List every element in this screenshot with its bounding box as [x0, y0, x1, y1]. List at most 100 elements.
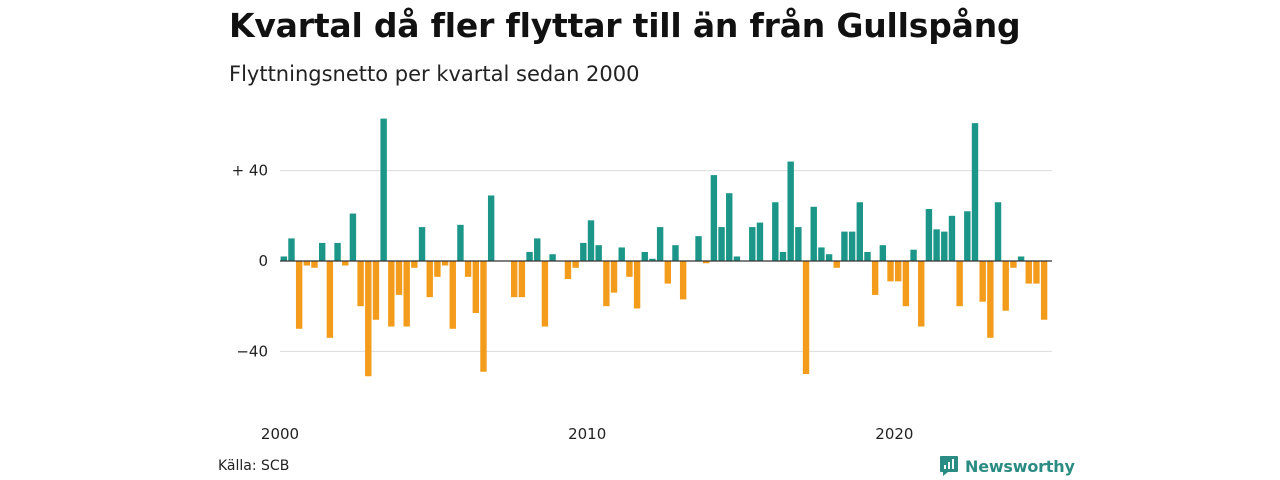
bar: [941, 231, 948, 261]
bar: [295, 261, 303, 329]
bar: [933, 229, 940, 261]
bar: [572, 261, 579, 268]
bar: [357, 261, 364, 307]
bar: [342, 261, 349, 266]
bar: [480, 261, 487, 372]
y-tick-label: 0: [258, 252, 268, 270]
bar: [487, 195, 495, 261]
bar: [610, 261, 618, 293]
bar: [964, 211, 971, 261]
bar: [856, 202, 863, 261]
source-note: Källa: SCB: [218, 458, 290, 474]
x-tick-label: 2000: [261, 425, 299, 443]
chart-subtitle: Flyttningsnetto per kvartal sedan 2000: [229, 62, 640, 86]
bar: [848, 231, 856, 261]
grid-layer: [280, 170, 1052, 352]
bar: [418, 227, 426, 261]
bar: [1002, 261, 1009, 311]
bar: [895, 261, 902, 282]
bar: [434, 261, 441, 277]
bar: [833, 261, 840, 268]
bar: [772, 202, 779, 261]
bar: [749, 227, 756, 261]
bar: [449, 261, 456, 329]
bar: [825, 254, 833, 261]
bar: [979, 261, 986, 302]
bar: [564, 261, 572, 280]
bar: [326, 261, 334, 338]
bar: [1025, 261, 1032, 284]
bar: [864, 251, 871, 261]
bar: [411, 261, 418, 268]
x-tick-label: 2020: [875, 425, 913, 443]
bar: [280, 256, 287, 261]
bar: [380, 118, 387, 262]
bar: [464, 261, 472, 277]
bar: [395, 261, 403, 295]
bar: [910, 249, 917, 261]
bar: [948, 215, 956, 261]
bar: [672, 245, 679, 261]
bar: [679, 261, 687, 300]
bar: [626, 261, 633, 277]
bar: [956, 261, 963, 307]
bar: [633, 261, 641, 309]
bar: [649, 258, 656, 261]
bar: [426, 261, 433, 298]
bar: [918, 261, 925, 327]
bar-layer: [280, 118, 1048, 377]
bar: [818, 247, 825, 261]
bar: [541, 261, 549, 327]
bar: [695, 236, 702, 261]
bar: [603, 261, 610, 307]
bar: [779, 251, 787, 261]
axis-layer: + 40 0 −40 2000 2010 2020: [232, 162, 1052, 443]
bar: [1033, 261, 1040, 284]
bar: [618, 247, 625, 261]
x-tick-label: 2010: [568, 425, 606, 443]
bar: [549, 254, 556, 261]
bar: [971, 123, 979, 261]
bar: [664, 261, 671, 284]
bar: [733, 256, 741, 261]
bar: [472, 261, 479, 313]
bar: [403, 261, 410, 327]
bar: [311, 261, 318, 268]
bar: [925, 209, 933, 261]
newsworthy-logo-icon: [940, 456, 958, 476]
bar: [987, 261, 994, 338]
bar: [710, 175, 718, 261]
bar: [388, 261, 395, 327]
bar: [810, 206, 817, 261]
bar: [518, 261, 526, 298]
bar: [756, 222, 764, 261]
bar: [887, 261, 894, 282]
chart-title: Kvartal då fler flyttar till än från Gul…: [229, 6, 1021, 45]
bar: [511, 261, 518, 298]
bar: [1010, 261, 1017, 268]
bar: [457, 224, 464, 261]
bar: [441, 261, 449, 266]
y-tick-label: + 40: [232, 162, 268, 180]
bar: [534, 238, 541, 261]
bar: [303, 261, 311, 266]
bar: [319, 242, 326, 261]
bar: [1017, 256, 1025, 261]
bar: [365, 261, 372, 377]
bar: [580, 242, 587, 261]
bar: [641, 251, 648, 261]
bar: [703, 261, 710, 264]
bar: [802, 261, 810, 374]
bar: [656, 227, 664, 261]
brand-logo[interactable]: Newsworthy: [939, 455, 1075, 477]
y-tick-label: −40: [236, 342, 268, 360]
brand-name: Newsworthy: [965, 456, 1075, 476]
bar: [718, 227, 725, 261]
bar: [334, 242, 341, 261]
bar: [871, 261, 879, 295]
bar: [372, 261, 380, 320]
bar: [587, 220, 595, 261]
bar: [795, 227, 802, 261]
bar: [726, 193, 733, 261]
